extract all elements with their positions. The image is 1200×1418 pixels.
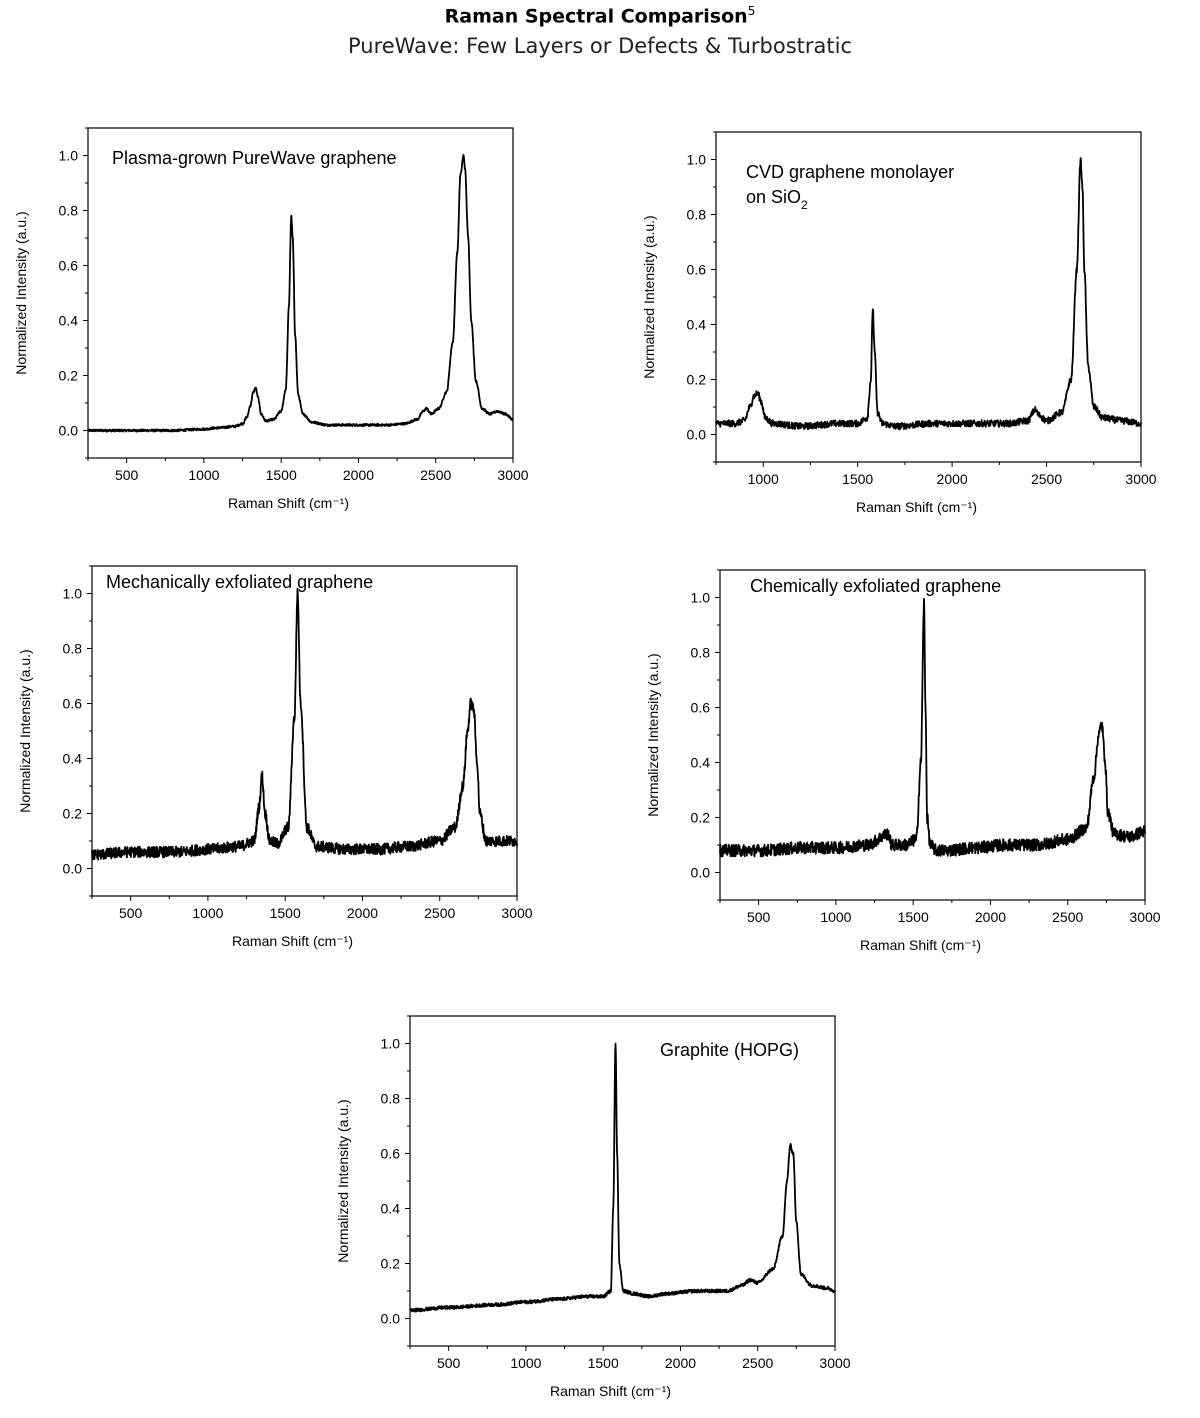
x-axis-label: Raman Shift (cm⁻¹) xyxy=(232,933,353,949)
y-tick-label: 1.0 xyxy=(691,590,711,606)
chart-panel-1: 500 1000 1500 2000 2500 3000 0.0 0.2 0.4 0.6 0.8 1.… xyxy=(13,127,529,511)
spectrum-line xyxy=(715,157,1142,431)
y-tick-label: 1.0 xyxy=(381,1036,401,1052)
y-tick-label: 0.6 xyxy=(59,258,79,274)
x-tick-label: 2500 xyxy=(420,467,451,483)
x-tick-label: 500 xyxy=(119,905,143,921)
x-tick-label: 1500 xyxy=(898,909,929,925)
y-tick-label: 0.2 xyxy=(381,1256,401,1272)
y-tick-label: 0.0 xyxy=(691,865,711,881)
x-tick-label: 1500 xyxy=(842,471,873,487)
y-axis-label: Normalized Intensity (a.u.) xyxy=(335,1099,351,1262)
y-tick-label: 0.4 xyxy=(381,1201,401,1217)
y-tick-label: 0.8 xyxy=(381,1091,401,1107)
x-tick-label: 1000 xyxy=(510,1355,541,1371)
y-tick-label: 0.2 xyxy=(691,810,711,826)
y-tick-label: 0.4 xyxy=(63,751,83,767)
y-tick-label: 0.0 xyxy=(59,423,79,439)
x-tick-label: 1000 xyxy=(192,905,223,921)
y-axis-label: Normalized Intensity (a.u.) xyxy=(645,653,661,816)
y-tick-label: 0.4 xyxy=(691,755,711,771)
y-tick-label: 0.0 xyxy=(63,861,83,877)
x-tick-label: 500 xyxy=(437,1355,461,1371)
y-tick-label: 0.6 xyxy=(687,262,707,278)
x-tick-label: 3000 xyxy=(1129,909,1160,925)
figure-title-superscript: 5 xyxy=(747,4,756,18)
x-tick-label: 2500 xyxy=(1052,909,1083,925)
y-axis-label: Normalized Intensity (a.u.) xyxy=(641,215,657,378)
figure-title-text: Raman Spectral Comparison xyxy=(444,5,748,28)
y-tick-label: 1.0 xyxy=(687,152,707,168)
x-tick-label: 2000 xyxy=(975,909,1006,925)
x-tick-label: 1000 xyxy=(748,471,779,487)
x-tick-label: 3000 xyxy=(501,905,532,921)
y-tick-label: 0.8 xyxy=(63,641,83,657)
x-tick-label: 2000 xyxy=(665,1355,696,1371)
spectrum-line xyxy=(91,587,518,861)
x-tick-label: 2500 xyxy=(424,905,455,921)
y-tick-label: 0.2 xyxy=(687,372,707,388)
y-tick-label: 0.6 xyxy=(691,700,711,716)
x-tick-label: 1500 xyxy=(266,467,297,483)
chart-panel-4: 500 1000 1500 2000 2500 3000 0.0 0.2 0.4 0.6 0.8 1.… xyxy=(645,569,1161,953)
y-tick-label: 0.8 xyxy=(691,645,711,661)
y-tick-label: 0.8 xyxy=(687,207,707,223)
y-tick-label: 1.0 xyxy=(63,586,83,602)
x-tick-label: 3000 xyxy=(497,467,528,483)
y-tick-label: 0.0 xyxy=(687,427,707,443)
spectrum-annotation: Graphite (HOPG) xyxy=(660,1040,799,1060)
y-tick-label: 0.2 xyxy=(63,806,83,822)
y-tick-label: 0.4 xyxy=(59,313,79,329)
y-tick-label: 0.8 xyxy=(59,203,79,219)
x-tick-label: 2000 xyxy=(347,905,378,921)
x-tick-label: 2500 xyxy=(1031,471,1062,487)
x-tick-label: 3000 xyxy=(819,1355,850,1371)
y-tick-label: 0.2 xyxy=(59,368,79,384)
x-tick-label: 3000 xyxy=(1125,471,1156,487)
spectrum-line xyxy=(409,1042,836,1313)
spectrum-annotation: Chemically exfoliated graphene xyxy=(750,576,1001,596)
spectrum-line xyxy=(87,153,514,433)
x-axis-label: Raman Shift (cm⁻¹) xyxy=(550,1383,671,1399)
x-tick-label: 1500 xyxy=(588,1355,619,1371)
chart-panel-2: 1000 1500 2000 2500 3000 0.0 0.2 0.4 0.6 0.8 1.0 Ra… xyxy=(641,131,1157,515)
y-tick-label: 1.0 xyxy=(59,148,79,164)
x-axis-label: Raman Shift (cm⁻¹) xyxy=(228,495,349,511)
figure-subtitle: PureWave: Few Layers or Defects & Turbos… xyxy=(347,34,852,58)
x-tick-label: 2500 xyxy=(742,1355,773,1371)
y-axis-label: Normalized Intensity (a.u.) xyxy=(17,649,33,812)
spectrum-annotation: CVD graphene monolayer xyxy=(746,162,954,182)
spectrum-annotation: Mechanically exfoliated graphene xyxy=(106,572,373,592)
y-tick-label: 0.6 xyxy=(63,696,83,712)
x-tick-label: 1500 xyxy=(270,905,301,921)
x-tick-label: 1000 xyxy=(820,909,851,925)
y-tick-label: 0.0 xyxy=(381,1311,401,1327)
chart-panel-5: 500 1000 1500 2000 2500 3000 0.0 0.2 0.4 0.6 0.8 1.… xyxy=(335,1015,851,1399)
x-axis-label: Raman Shift (cm⁻¹) xyxy=(860,937,981,953)
spectrum-annotation: Plasma-grown PureWave graphene xyxy=(112,148,396,168)
x-tick-label: 500 xyxy=(747,909,771,925)
x-axis-label: Raman Shift (cm⁻¹) xyxy=(856,499,977,515)
spectrum-line xyxy=(719,597,1146,858)
figure-title: Raman Spectral Comparison5 xyxy=(0,4,1200,27)
x-tick-label: 2000 xyxy=(343,467,374,483)
y-axis-label: Normalized Intensity (a.u.) xyxy=(13,211,29,374)
annotation-subscript: 2 xyxy=(801,198,808,212)
spectrum-annotation-line2: on SiO2 xyxy=(746,187,808,212)
y-tick-label: 0.4 xyxy=(687,317,707,333)
chart-panel-3: 500 1000 1500 2000 2500 3000 0.0 0.2 0.4 0.6 0.8 1.… xyxy=(17,565,533,949)
y-tick-label: 0.6 xyxy=(381,1146,401,1162)
x-tick-label: 1000 xyxy=(188,467,219,483)
x-tick-label: 500 xyxy=(115,467,139,483)
x-tick-label: 2000 xyxy=(937,471,968,487)
plot-frame xyxy=(409,1015,836,1347)
